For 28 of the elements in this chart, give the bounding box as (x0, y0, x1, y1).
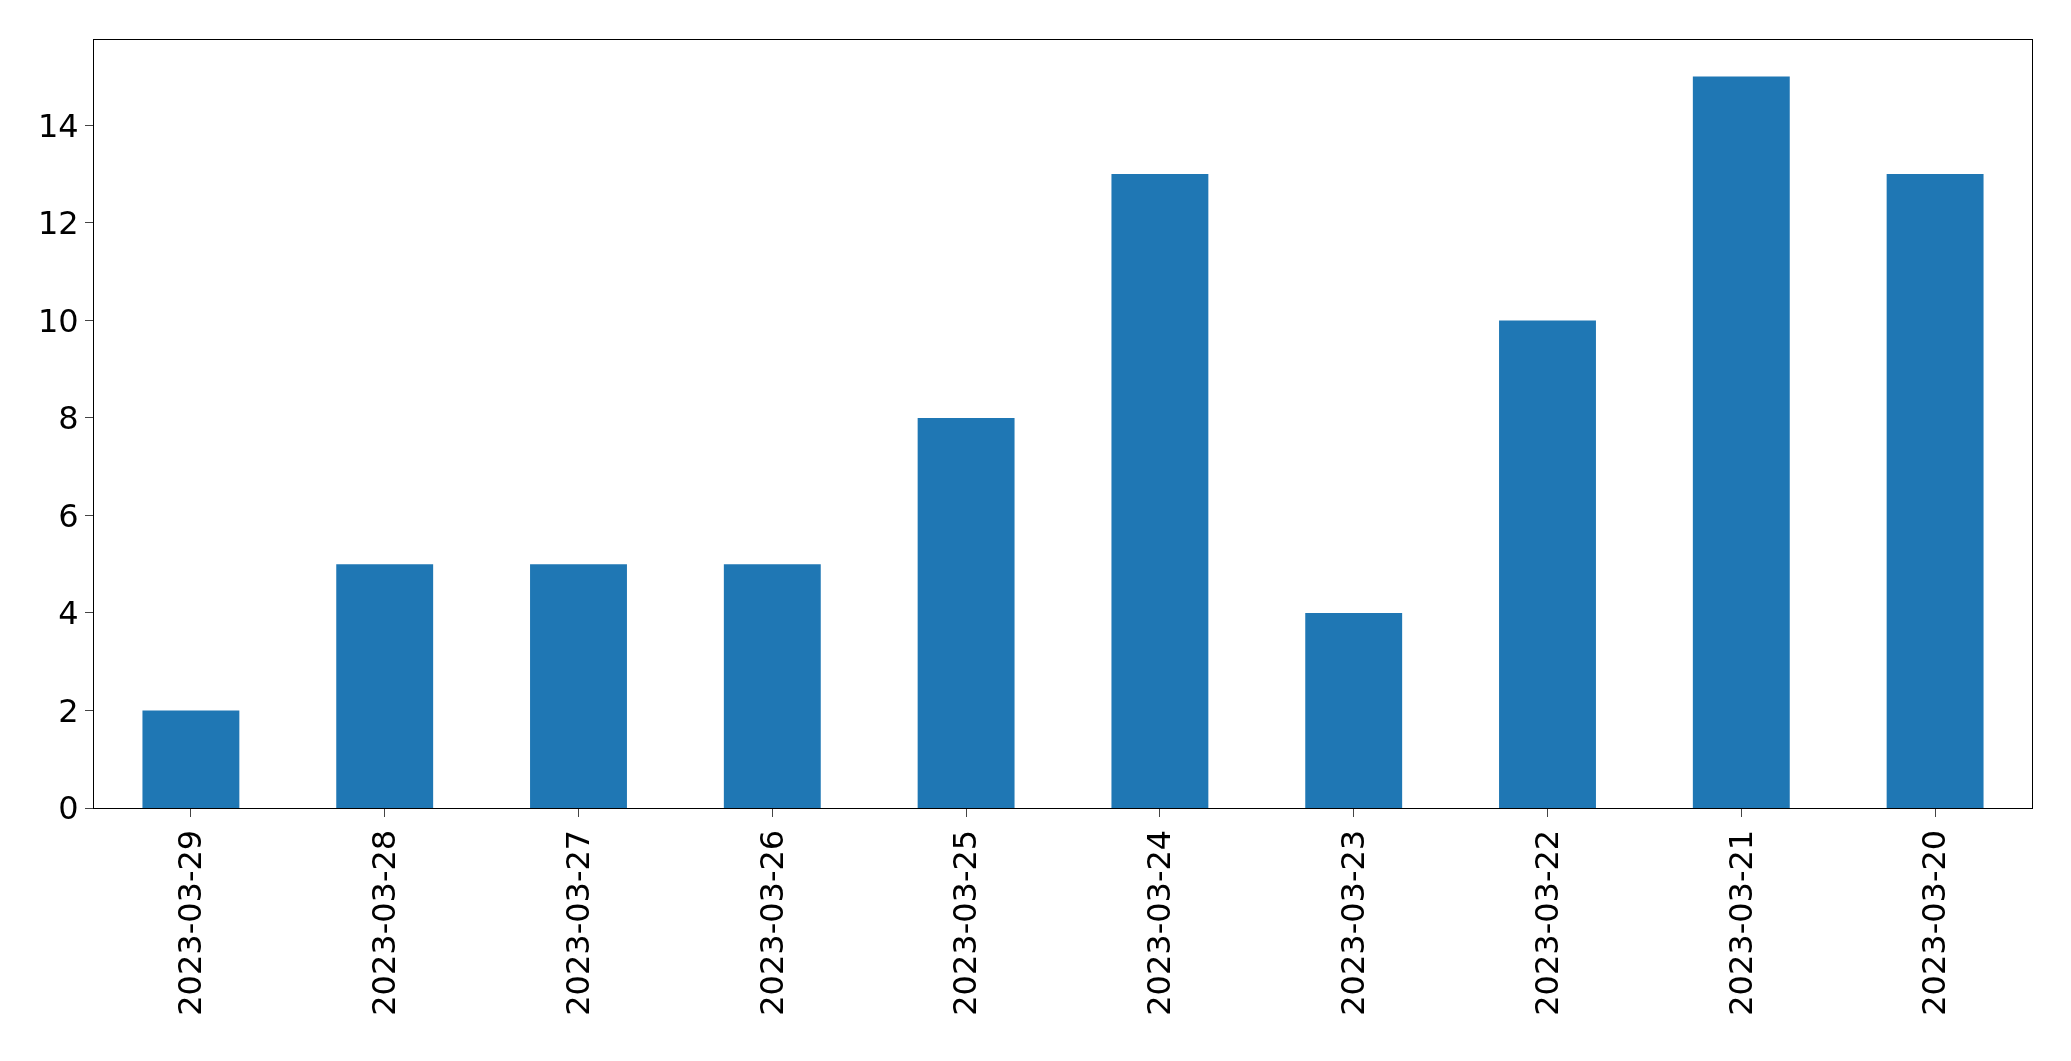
y-tick-label: 12 (37, 204, 79, 243)
bar (1305, 612, 1403, 808)
bar (530, 564, 627, 808)
bar (336, 564, 434, 808)
bar (1886, 174, 1984, 808)
y-tick-label: 8 (58, 399, 79, 438)
y-tick-label: 2 (58, 691, 79, 730)
bar (1692, 76, 1790, 808)
x-tick-label: 2023-03-26 (752, 829, 791, 1016)
y-tick-label: 6 (58, 496, 79, 535)
x-tick-label: 2023-03-21 (1721, 829, 1760, 1016)
x-tick-label: 2023-03-20 (1915, 829, 1954, 1016)
bar (1499, 320, 1596, 808)
bar (917, 417, 1015, 808)
bar (1111, 174, 1209, 808)
y-tick-label: 14 (37, 106, 79, 145)
x-tick-label: 2023-03-28 (365, 829, 404, 1016)
x-tick-label: 2023-03-27 (558, 829, 597, 1016)
x-tick-label: 2023-03-29 (171, 829, 210, 1016)
x-tick-label: 2023-03-23 (1334, 829, 1373, 1016)
x-tick-label: 2023-03-25 (946, 829, 985, 1016)
bar (723, 564, 821, 808)
x-tick-label: 2023-03-22 (1527, 829, 1566, 1016)
x-tick-label: 2023-03-24 (1140, 829, 1179, 1016)
bar (142, 710, 240, 808)
y-tick-label: 4 (58, 594, 79, 633)
y-tick-label: 0 (58, 789, 79, 828)
y-tick-label: 10 (37, 301, 79, 340)
